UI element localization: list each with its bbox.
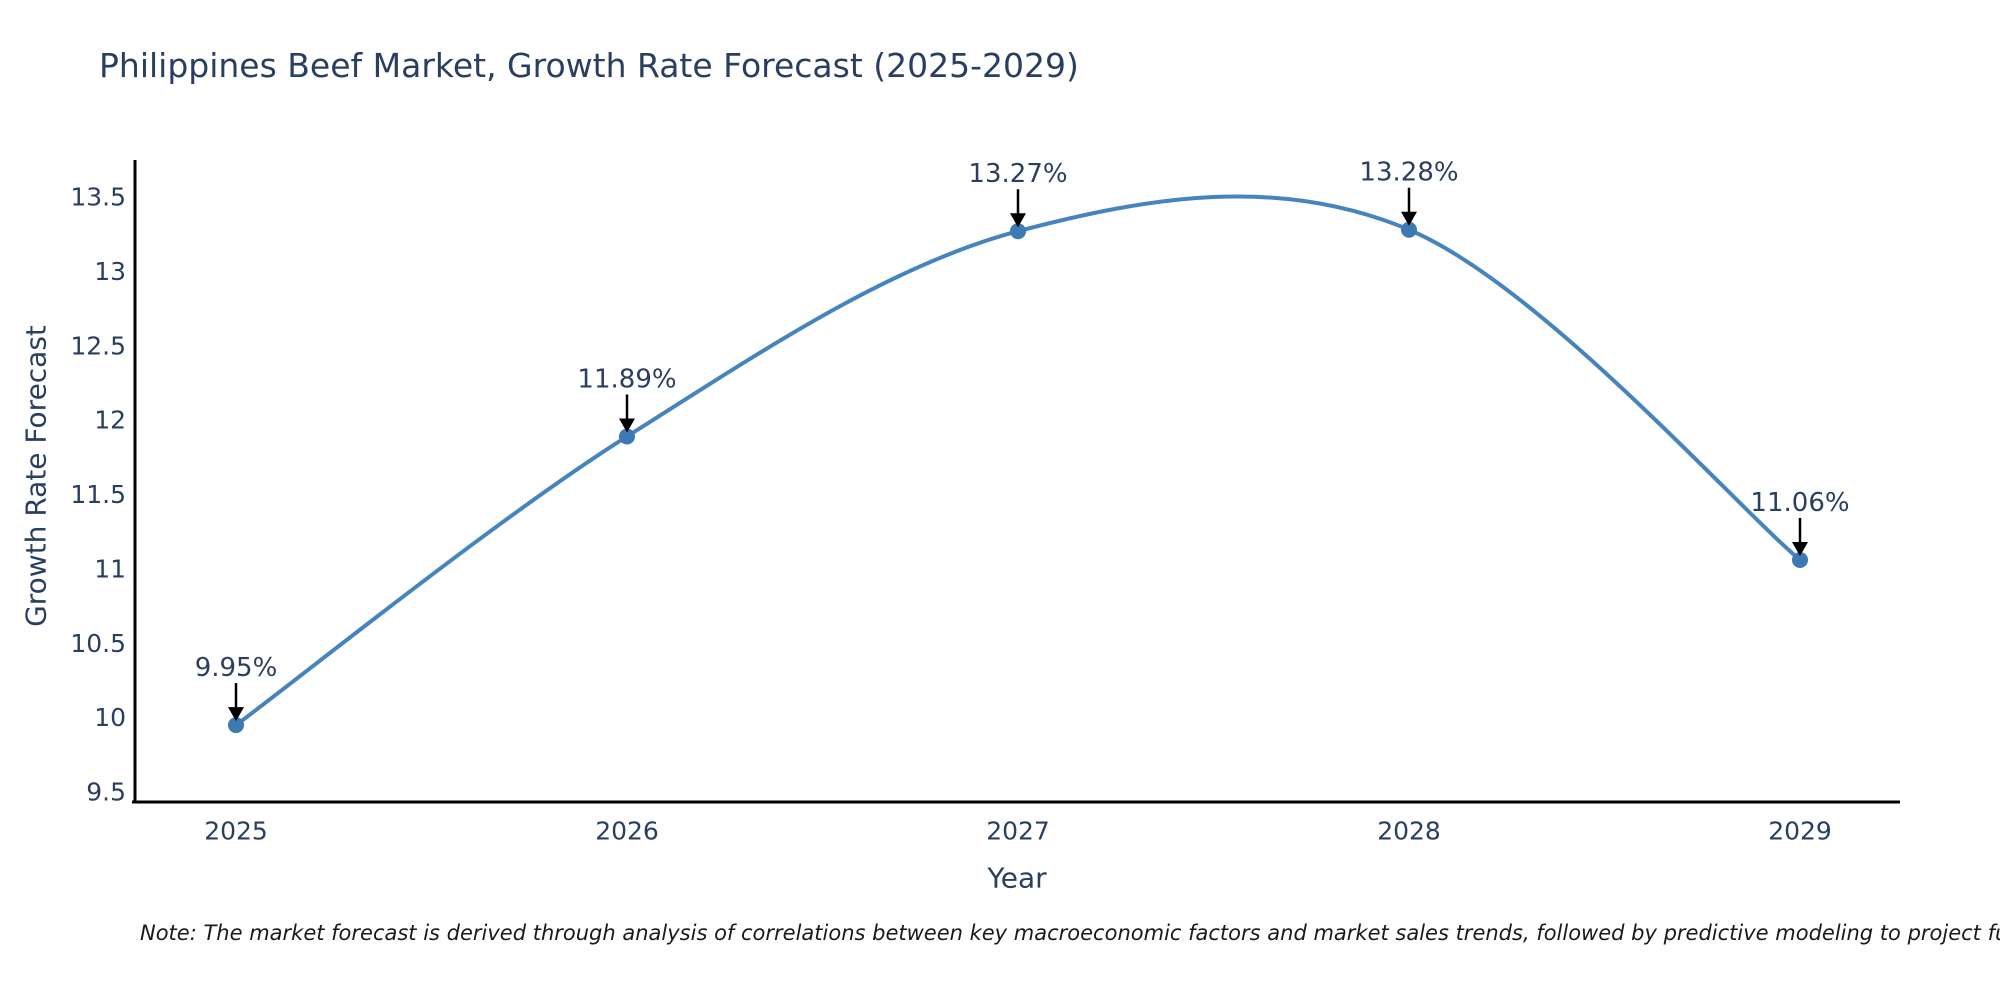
y-tick-label: 9.5 bbox=[86, 778, 126, 807]
point-annotation-label: 13.27% bbox=[968, 159, 1067, 189]
point-annotation-label: 11.06% bbox=[1750, 488, 1849, 518]
y-tick-label: 12.5 bbox=[70, 331, 126, 360]
annotation-arrowhead-icon bbox=[619, 418, 635, 433]
data-point-2025 bbox=[228, 717, 244, 734]
y-tick-label: 10.5 bbox=[70, 629, 126, 658]
annotation-arrowhead-icon bbox=[1010, 213, 1026, 228]
y-tick-label: 10 bbox=[94, 703, 126, 732]
y-tick-label: 12 bbox=[94, 406, 126, 435]
annotation-arrowhead-icon bbox=[228, 707, 244, 722]
forecast-spline-line bbox=[234, 194, 1802, 728]
point-annotation-label: 9.95% bbox=[195, 653, 278, 683]
annotation-arrowhead-icon bbox=[1401, 211, 1417, 226]
y-tick-label: 13 bbox=[94, 257, 126, 286]
x-tick-label: 2029 bbox=[1768, 817, 1832, 846]
y-tick-label: 13.5 bbox=[70, 183, 126, 212]
x-tick-label: 2025 bbox=[204, 817, 268, 846]
y-tick-label: 11.5 bbox=[70, 480, 126, 509]
x-tick-label: 2026 bbox=[595, 817, 659, 846]
chart-title: Philippines Beef Market, Growth Rate For… bbox=[99, 46, 1079, 85]
data-point-2028 bbox=[1401, 221, 1417, 238]
point-annotation-label: 11.89% bbox=[577, 364, 676, 394]
point-annotation-label: 13.28% bbox=[1359, 158, 1458, 188]
y-tick-label: 11 bbox=[94, 554, 126, 583]
x-tick-label: 2027 bbox=[986, 817, 1050, 846]
data-point-2029 bbox=[1792, 551, 1808, 568]
footnote-text: Note: The market forecast is derived thr… bbox=[140, 921, 2000, 945]
x-tick-label: 2028 bbox=[1377, 817, 1441, 846]
data-point-2027 bbox=[1010, 223, 1026, 240]
annotation-arrowhead-icon bbox=[1792, 541, 1808, 556]
x-axis-title: Year bbox=[987, 861, 1047, 895]
data-point-2026 bbox=[619, 428, 635, 445]
